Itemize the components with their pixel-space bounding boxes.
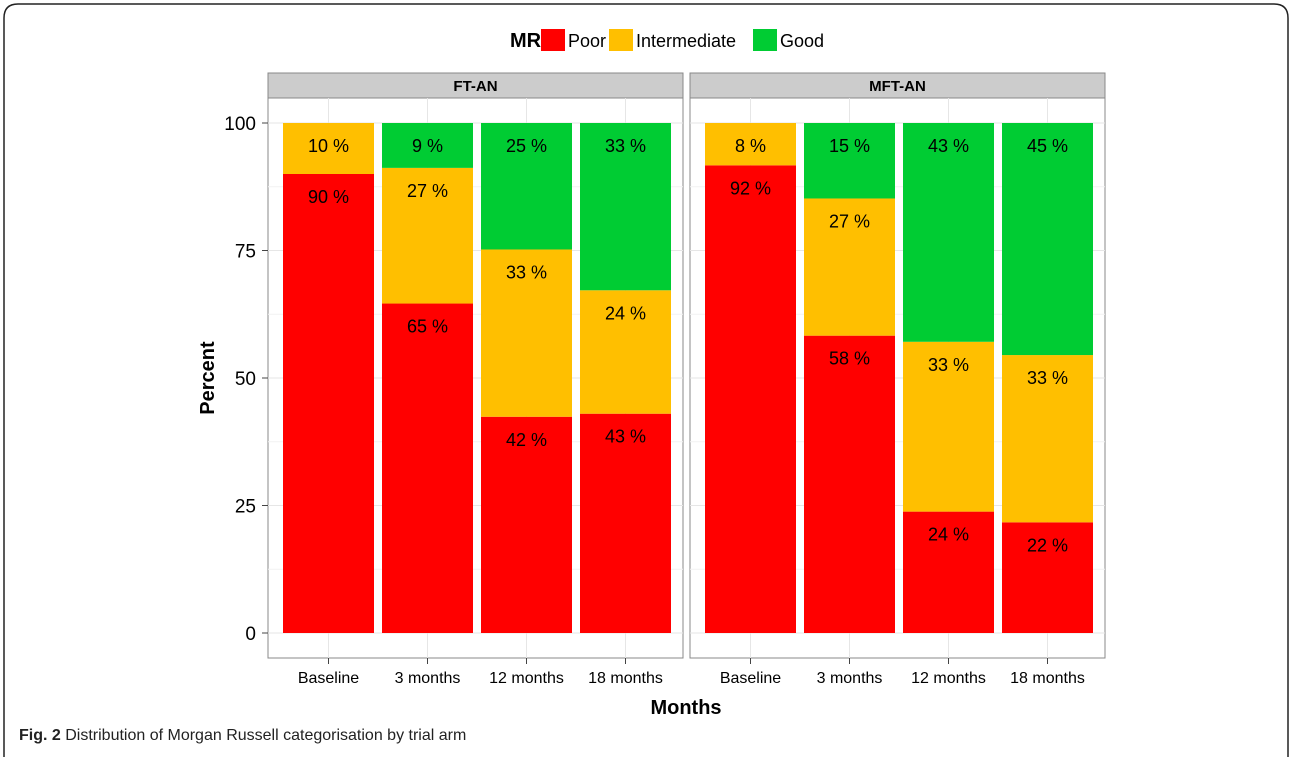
bar-ft-an-12-months-intermediate — [481, 249, 572, 417]
x-tick-label-mft-an-3-months: 3 months — [817, 670, 883, 687]
bar-ft-an-3-months-poor — [382, 303, 473, 633]
y-tick-label-100: 100 — [224, 114, 256, 135]
bar-ft-an-18-months-good — [580, 123, 671, 291]
bar-mft-an-baseline-intermediate — [705, 123, 796, 166]
data-label-ft-an-3-months-poor: 65 % — [407, 317, 448, 337]
data-label-mft-an-12-months-poor: 24 % — [928, 525, 969, 545]
legend-swatch-intermediate — [609, 29, 633, 51]
x-tick-label-mft-an-18-months: 18 months — [1010, 670, 1085, 687]
data-label-mft-an-3-months-intermediate: 27 % — [829, 211, 870, 231]
bar-ft-an-12-months-good — [481, 123, 572, 250]
data-label-mft-an-3-months-good: 15 % — [829, 136, 870, 156]
bar-mft-an-baseline-poor — [705, 165, 796, 633]
bar-ft-an-baseline-intermediate — [283, 123, 374, 174]
data-label-ft-an-baseline-intermediate: 10 % — [308, 136, 349, 156]
bar-ft-an-18-months-poor — [580, 413, 671, 633]
data-label-mft-an-18-months-poor: 22 % — [1027, 535, 1068, 555]
data-label-mft-an-baseline-intermediate: 8 % — [735, 136, 766, 156]
legend-title: MR — [510, 30, 542, 52]
data-label-ft-an-3-months-good: 9 % — [412, 136, 443, 156]
bar-mft-an-3-months-good — [804, 123, 895, 199]
bar-ft-an-baseline-poor — [283, 174, 374, 633]
data-label-ft-an-18-months-poor: 43 % — [605, 427, 646, 447]
bar-ft-an-12-months-poor — [481, 416, 572, 633]
legend-swatch-poor — [541, 29, 565, 51]
bar-ft-an-18-months-intermediate — [580, 290, 671, 414]
data-label-mft-an-12-months-intermediate: 33 % — [928, 355, 969, 375]
y-axis-title: Percent — [197, 341, 219, 415]
data-label-ft-an-baseline-poor: 90 % — [308, 187, 349, 207]
figure-caption-text: Distribution of Morgan Russell categoris… — [65, 727, 467, 744]
data-label-mft-an-18-months-good: 45 % — [1027, 136, 1068, 156]
x-tick-label-mft-an-baseline: Baseline — [720, 670, 781, 687]
x-tick-label-ft-an-baseline: Baseline — [298, 670, 359, 687]
figure-border — [3, 3, 1289, 757]
data-label-ft-an-18-months-intermediate: 24 % — [605, 303, 646, 323]
legend-label-intermediate: Intermediate — [636, 31, 736, 51]
y-tick-label-25: 25 — [235, 497, 256, 518]
data-label-mft-an-12-months-good: 43 % — [928, 136, 969, 156]
data-label-mft-an-18-months-intermediate: 33 % — [1027, 368, 1068, 388]
bar-mft-an-3-months-poor — [804, 335, 895, 633]
facet-label-ft-an: FT-AN — [453, 78, 497, 95]
bar-mft-an-18-months-intermediate — [1002, 355, 1093, 523]
facet-strip-mft-an: MFT-AN — [689, 72, 1106, 99]
figure-caption: Fig. 2 Distribution of Morgan Russell ca… — [19, 727, 466, 745]
data-label-mft-an-3-months-poor: 58 % — [829, 349, 870, 369]
facet-strip-ft-an: FT-AN — [267, 72, 684, 99]
x-tick-label-ft-an-12-months: 12 months — [489, 670, 564, 687]
x-tick-label-mft-an-12-months: 12 months — [911, 670, 986, 687]
facet-label-mft-an: MFT-AN — [869, 78, 926, 95]
y-tick-label-50: 50 — [235, 369, 256, 390]
y-tick-label-0: 0 — [245, 624, 256, 645]
legend: MR Poor Intermediate Good — [510, 29, 824, 52]
bar-mft-an-18-months-poor — [1002, 522, 1093, 633]
bar-ft-an-3-months-intermediate — [382, 167, 473, 304]
data-label-mft-an-baseline-poor: 92 % — [730, 178, 771, 198]
data-label-ft-an-3-months-intermediate: 27 % — [407, 181, 448, 201]
legend-label-poor: Poor — [568, 31, 606, 51]
data-label-ft-an-12-months-good: 25 % — [506, 136, 547, 156]
data-label-ft-an-12-months-poor: 42 % — [506, 430, 547, 450]
x-axis-title: Months — [650, 697, 721, 719]
y-tick-label-75: 75 — [235, 242, 256, 263]
bar-mft-an-3-months-intermediate — [804, 198, 895, 336]
bar-mft-an-12-months-intermediate — [903, 341, 994, 512]
legend-label-good: Good — [780, 31, 824, 51]
figure-caption-label: Fig. 2 — [19, 727, 61, 744]
x-tick-label-ft-an-18-months: 18 months — [588, 670, 663, 687]
x-tick-label-ft-an-3-months: 3 months — [395, 670, 461, 687]
data-label-ft-an-12-months-intermediate: 33 % — [506, 262, 547, 282]
bar-ft-an-3-months-good — [382, 123, 473, 168]
bar-mft-an-12-months-poor — [903, 511, 994, 633]
bar-mft-an-12-months-good — [903, 123, 994, 342]
bar-mft-an-18-months-good — [1002, 123, 1093, 356]
data-label-ft-an-18-months-good: 33 % — [605, 136, 646, 156]
legend-swatch-good — [753, 29, 777, 51]
